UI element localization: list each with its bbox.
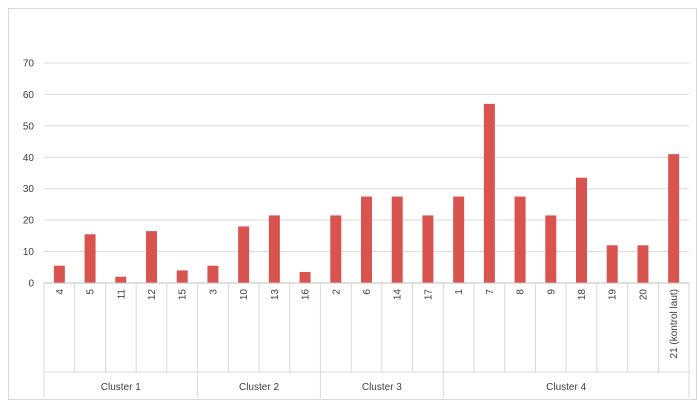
x-tick-label: 17 bbox=[423, 289, 434, 301]
x-tick-label: 8 bbox=[516, 289, 527, 295]
x-tick-label: 5 bbox=[86, 289, 97, 295]
bar bbox=[53, 265, 65, 283]
x-tick-label: 2 bbox=[331, 289, 342, 295]
y-tick-label: 10 bbox=[23, 247, 35, 258]
bar bbox=[238, 226, 250, 283]
x-tick-label: 6 bbox=[362, 289, 373, 295]
bar bbox=[545, 215, 557, 283]
bar bbox=[207, 265, 219, 283]
x-tick-label: 11 bbox=[116, 289, 127, 300]
x-tick-label: 10 bbox=[239, 289, 250, 301]
bar bbox=[361, 196, 372, 283]
x-tick-label: 21 (kontrol laut) bbox=[669, 289, 680, 358]
bar bbox=[330, 215, 342, 283]
x-tick-label: 13 bbox=[270, 289, 281, 301]
bar bbox=[268, 215, 280, 283]
x-tick-label: 14 bbox=[393, 289, 404, 301]
x-tick-label: 9 bbox=[546, 289, 557, 295]
y-tick-label: 20 bbox=[23, 216, 35, 227]
y-axis: 0 10 20 30 40 50 60 70 bbox=[23, 59, 35, 290]
y-tick-label: 70 bbox=[23, 59, 35, 70]
x-tick-label: 3 bbox=[208, 289, 219, 295]
x-tick-label: 19 bbox=[608, 289, 619, 301]
bar bbox=[146, 231, 157, 283]
x-tick-label: 7 bbox=[485, 289, 496, 295]
bar bbox=[637, 245, 649, 283]
bar bbox=[668, 154, 680, 283]
bar bbox=[576, 177, 587, 283]
bar bbox=[84, 234, 96, 283]
y-tick-label: 50 bbox=[23, 121, 35, 132]
cluster-label: Cluster 3 bbox=[362, 382, 402, 393]
x-axis: 4 5 11 12 15 3 10 13 16 2 6 14 17 1 7 8 9 18 19 20 21 (kontr… bbox=[43, 282, 690, 398]
bar bbox=[453, 196, 465, 283]
bar bbox=[176, 270, 188, 283]
bar bbox=[391, 196, 403, 283]
y-tick-label: 40 bbox=[23, 153, 35, 164]
x-tick-label: 12 bbox=[147, 289, 158, 301]
bar bbox=[299, 272, 311, 283]
y-tick-label: 30 bbox=[23, 184, 35, 195]
bar bbox=[483, 103, 495, 283]
cluster-label: Cluster 2 bbox=[239, 382, 279, 393]
x-tick-label: 20 bbox=[638, 289, 649, 301]
y-tick-label: 0 bbox=[28, 279, 34, 290]
bar bbox=[606, 245, 618, 283]
x-tick-label: 15 bbox=[178, 289, 189, 301]
x-tick-label: 4 bbox=[55, 289, 66, 295]
x-tick-label: 16 bbox=[301, 289, 312, 301]
bar bbox=[514, 196, 526, 283]
cluster-label: Cluster 4 bbox=[546, 382, 586, 393]
bars bbox=[53, 103, 680, 283]
x-tick-label: 18 bbox=[577, 289, 588, 301]
cluster-label: Cluster 1 bbox=[101, 382, 141, 393]
x-tick-label: 1 bbox=[454, 289, 465, 295]
bar bbox=[115, 276, 127, 283]
y-tick-label: 60 bbox=[23, 90, 35, 101]
bar bbox=[422, 215, 434, 283]
cluster-groups: Cluster 1 Cluster 2 Cluster 3 Cluster 4 bbox=[44, 371, 689, 393]
